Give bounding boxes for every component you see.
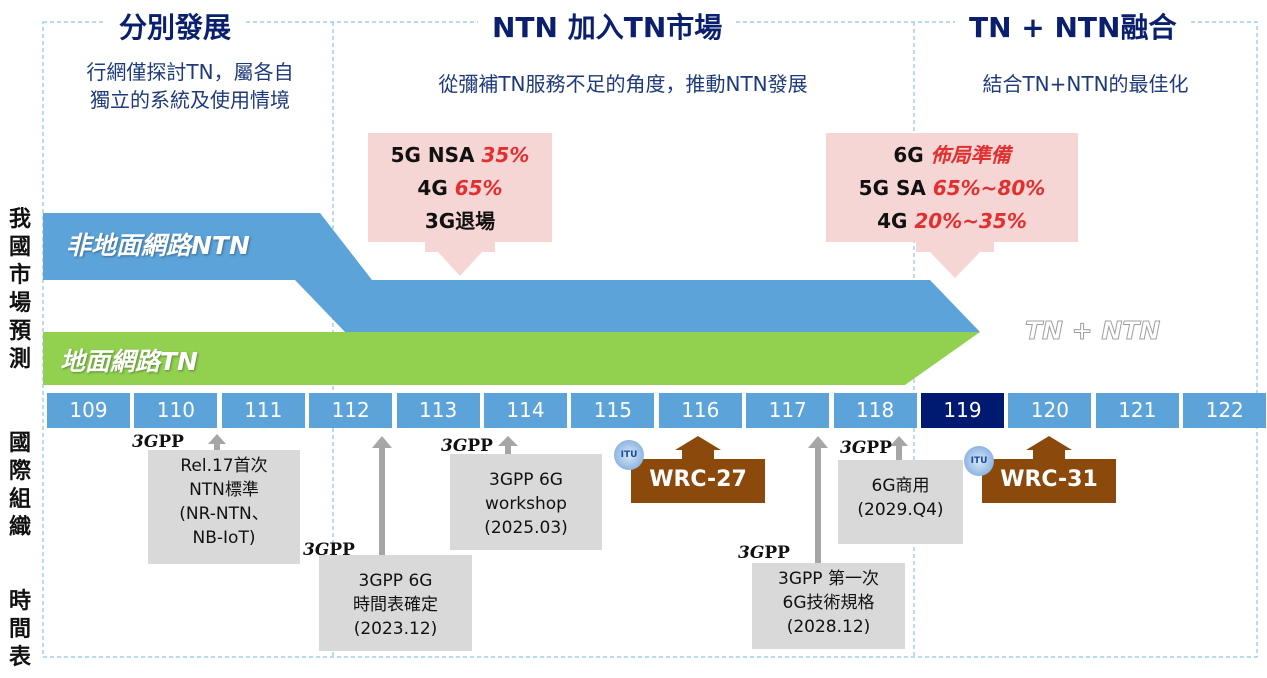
forecast-pct: 65% [454,176,503,200]
section-subtitle-separate: 行網僅探討TN，屬各自 獨立的系統及使用情境 [50,58,330,114]
year-cell-116: 116 [658,393,742,428]
year-cell-121: 121 [1095,393,1179,428]
milestone-line: 6G商用 [871,476,930,496]
year-cell-114: 114 [484,393,567,428]
pink-arrow-2 [916,242,994,278]
subtitle-line: 行網僅探討TN，屬各自 [86,60,294,84]
milestone-line: 3GPP 6G [489,470,563,490]
milestone-line: 6G技術規格 [782,593,875,613]
3gpp-logo: 3GPP [132,432,184,452]
tn-band [43,332,980,385]
wrc-27-badge: WRC-27 [631,459,765,503]
milestone-rel17: Rel.17首次 NTN標準 (NR-NTN、 NB-IoT) [148,450,300,564]
milestone-line: NTN標準 [189,480,259,500]
forecast-box-2: 6G 佈局準備 5G SA 65%~80% 4G 20%~35% [826,133,1078,242]
milestone-line: (2023.12) [353,619,438,639]
milestone-line: (NR-NTN、 [179,504,269,524]
milestone-line: workshop [485,494,567,514]
milestone-6g-workshop: 3GPP 6G workshop (2025.03) [450,454,602,550]
section-subtitle-merge: 結合TN+NTN的最佳化 [982,72,1189,96]
side-label-market: 我國市場預測 [8,207,31,372]
3gpp-logo: 3GPP [441,436,493,456]
milestone-line: 3GPP 6G [358,571,433,591]
year-cell-115: 115 [571,393,655,428]
merged-label: TN + NTN [1024,316,1161,346]
year-cell-111: 111 [221,393,305,428]
milestone-first-6g-spec: 3GPP 第一次 6G技術規格 (2028.12) [752,563,905,649]
forecast-label: 6G [893,143,931,167]
forecast-pct: 65%~80% [932,176,1046,200]
itu-logo: ITU [614,440,644,470]
section-title-separate: 分別發展 [105,6,246,46]
milestone-line: Rel.17首次 [180,456,268,476]
milestone-6g-commercial: 6G商用 (2029.Q4) [838,460,963,544]
ntn-band [43,213,980,332]
forecast-label: 5G NSA [390,143,482,167]
wrc-arrows [675,436,1072,460]
year-cell-118: 118 [833,393,917,428]
forecast-pct: 35% [481,143,530,167]
ntn-band-label: 非地面網路NTN [66,231,250,260]
year-cell-113: 113 [396,393,480,428]
milestone-line: (2028.12) [786,617,871,637]
forecast-box-1: 5G NSA 35% 4G 65% 3G退場 [368,133,552,242]
milestone-line: (2025.03) [484,518,568,538]
forecast-label: 4G [417,176,455,200]
year-cell-122: 122 [1183,393,1267,428]
side-label-timeline: 時間表 [8,589,31,670]
forecast-pct: 20%~35% [914,209,1027,233]
forecast-pct: 佈局準備 [930,143,1011,167]
section-subtitle-ntn-join: 從彌補TN服務不足的角度，推動NTN發展 [438,72,808,96]
year-cell-109: 109 [47,393,130,428]
forecast-label: 4G [877,209,915,233]
itu-logo: ITU [964,446,994,476]
milestone-line: NB-IoT) [192,528,256,548]
section-title-ntn-join: NTN 加入TN市場 [478,6,737,46]
tn-band-label: 地面網路TN [60,347,198,376]
milestone-line: (2029.Q4) [857,500,944,520]
wrc-31-badge: WRC-31 [982,459,1116,503]
subtitle-line: 獨立的系統及使用情境 [90,88,290,112]
milestone-6g-schedule: 3GPP 6G 時間表確定 (2023.12) [319,555,472,651]
year-cell-110: 110 [134,393,218,428]
3gpp-logo: 3GPP [738,543,790,563]
milestone-line: 時間表確定 [353,595,438,615]
year-cell-112: 112 [309,393,393,428]
year-cell-120: 120 [1008,393,1092,428]
side-label-org: 國際組織 [8,431,31,540]
section-title-merge: TN + NTN融合 [955,6,1191,46]
3gpp-logo: 3GPP [840,438,892,458]
pink-arrow-1 [425,242,495,276]
forecast-label: 5G SA [858,176,933,200]
year-cell-117: 117 [746,393,830,428]
milestone-line: 3GPP 第一次 [778,569,879,589]
forecast-label: 3G退場 [424,209,496,233]
year-cell-119: 119 [921,393,1004,428]
